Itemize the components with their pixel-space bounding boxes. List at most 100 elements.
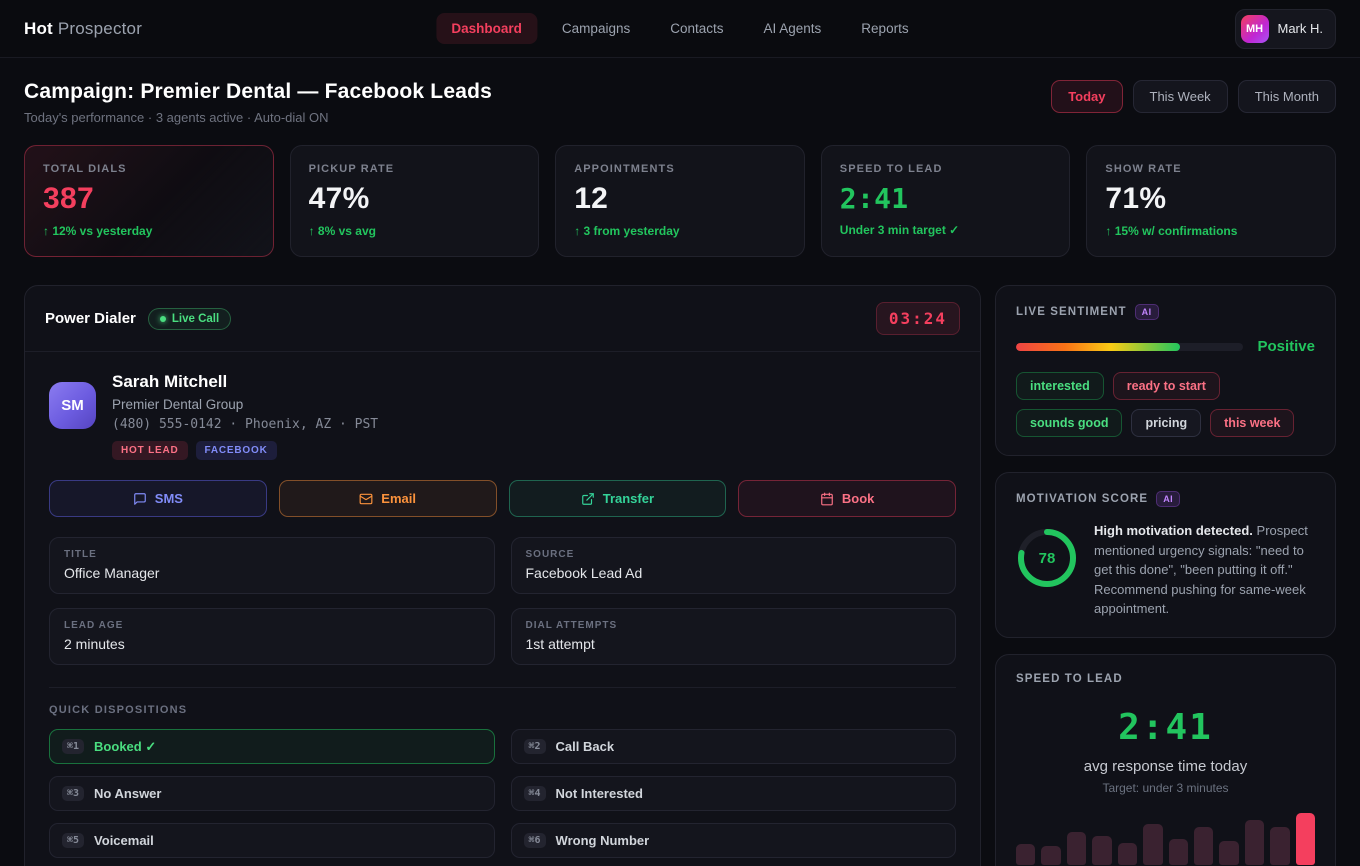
- stat-appointments: APPOINTMENTS 12 ↑ 3 from yesterday: [555, 145, 805, 257]
- sms-button[interactable]: SMS: [49, 480, 267, 517]
- transfer-label: Transfer: [602, 491, 655, 506]
- shortcut-key: ⌘2: [523, 739, 546, 754]
- period-month-button[interactable]: This Month: [1237, 80, 1336, 113]
- speed-bar: [1092, 835, 1112, 865]
- stat-total-dials: TOTAL DIALS 387 ↑ 12% vs yesterday: [24, 145, 274, 257]
- keyword-chip: this week: [1210, 409, 1295, 437]
- disposition-not-interested-button[interactable]: ⌘4 Not Interested: [510, 776, 956, 811]
- quick-dispositions-title: QUICK DISPOSITIONS: [49, 704, 188, 716]
- speed-caption: avg response time today: [1083, 757, 1248, 775]
- field-dial-attempts: DIAL ATTEMPTS 1st attempt: [510, 608, 956, 665]
- speed-bar: [1143, 823, 1163, 865]
- stat-value: 12: [574, 182, 609, 215]
- page-header: Campaign: Premier Dental — Facebook Lead…: [24, 80, 1336, 125]
- contact-company: Premier Dental Group: [112, 397, 244, 412]
- ai-badge: AI: [1134, 304, 1159, 320]
- dialer-header: Power Dialer Live Call 03:24: [25, 286, 980, 352]
- stat-delta: ↑ 8% vs avg: [308, 224, 376, 238]
- shortcut-key: ⌘1: [62, 739, 85, 754]
- stat-speed-to-lead: SPEED TO LEAD 2:41 Under 3 min target ✓: [820, 145, 1071, 257]
- transfer-button[interactable]: Transfer: [508, 480, 727, 517]
- disposition-label: Call Back: [555, 739, 615, 754]
- stat-value: 71%: [1105, 182, 1167, 215]
- disposition-booked-button[interactable]: ⌘1 Booked ✓: [49, 729, 495, 764]
- speed-bar: [1193, 827, 1214, 865]
- shortcut-key: ⌘4: [523, 786, 546, 801]
- quick-dispositions-section: QUICK DISPOSITIONS ⌘1 Booked ✓ ⌘2 Call B…: [49, 687, 956, 858]
- contact-tags: HOT LEAD FACEBOOK: [112, 441, 378, 460]
- stat-label: SPEED TO LEAD: [839, 163, 943, 175]
- motivation-gauge: 78: [1016, 527, 1078, 589]
- motivation-score-title: MOTIVATION SCORE: [1016, 493, 1149, 505]
- speed-bar: [1244, 819, 1265, 865]
- book-button[interactable]: Book: [738, 480, 956, 517]
- stat-delta: Under 3 min target ✓: [839, 223, 960, 237]
- speed-bar: [1041, 846, 1061, 865]
- contact-avatar: SM: [49, 382, 96, 429]
- dialer-title: Power Dialer: [45, 310, 136, 327]
- brand-bold: Hot: [24, 18, 53, 38]
- nav-item-contacts[interactable]: Contacts: [670, 21, 724, 36]
- user-menu[interactable]: MH Mark H.: [1234, 8, 1336, 49]
- nav-item-reports[interactable]: Reports: [861, 21, 909, 36]
- stat-value: 2:41: [839, 182, 909, 215]
- user-name: Mark H.: [1277, 21, 1324, 36]
- stat-value: 387: [43, 182, 94, 215]
- speed-bar: [1270, 826, 1290, 865]
- contact-name: Sarah Mitchell: [112, 372, 228, 391]
- brand-logo[interactable]: Hot Prospector: [24, 19, 142, 39]
- tag-facebook: FACEBOOK: [195, 441, 277, 460]
- ai-badge: AI: [1156, 491, 1181, 507]
- period-today-button[interactable]: Today: [1051, 80, 1123, 113]
- nav-item-ai-agents[interactable]: AI Agents: [763, 21, 822, 36]
- sentiment-meter: [1016, 342, 1244, 351]
- contact-actions: SMS Email Transfer Book: [49, 480, 956, 517]
- disposition-voicemail-button[interactable]: ⌘5 Voicemail: [49, 823, 495, 858]
- disposition-label: Voicemail: [94, 833, 154, 848]
- motivation-ring-progress: [1018, 529, 1076, 587]
- disposition-label: Booked ✓: [94, 738, 157, 754]
- speed-bar: [1066, 832, 1087, 865]
- sentiment-value: Positive: [1257, 338, 1315, 355]
- nav-item-campaigns[interactable]: Campaigns: [561, 21, 631, 36]
- shortcut-key: ⌘5: [62, 833, 85, 848]
- nav-item-dashboard[interactable]: Dashboard: [436, 13, 537, 44]
- speed-bar: [1295, 812, 1316, 865]
- disposition-call-back-button[interactable]: ⌘2 Call Back: [510, 729, 956, 764]
- speed-bar: [1219, 840, 1239, 865]
- period-week-button[interactable]: This Week: [1132, 80, 1228, 113]
- live-dot-icon: [159, 315, 166, 322]
- user-avatar: MH: [1240, 14, 1269, 43]
- stat-delta: ↑ 12% vs yesterday: [43, 224, 153, 238]
- live-call-label: Live Call: [171, 312, 220, 325]
- disposition-wrong-number-button[interactable]: ⌘6 Wrong Number: [510, 823, 956, 858]
- motivation-summary: High motivation detected. Prospect menti…: [1094, 521, 1315, 619]
- live-call-badge: Live Call: [147, 307, 232, 330]
- stat-label: APPOINTMENTS: [574, 163, 675, 175]
- field-label: SOURCE: [525, 549, 575, 560]
- email-button[interactable]: Email: [278, 480, 497, 517]
- field-label: DIAL ATTEMPTS: [525, 620, 618, 631]
- field-value: Facebook Lead Ad: [525, 565, 643, 581]
- shortcut-key: ⌘6: [523, 833, 546, 848]
- shortcut-key: ⌘3: [62, 786, 85, 801]
- speed-bar: [1016, 843, 1036, 865]
- keyword-chip: interested: [1016, 372, 1104, 400]
- book-label: Book: [841, 491, 875, 506]
- speed-to-lead-title: SPEED TO LEAD: [1016, 672, 1123, 685]
- contact-phone: (480) 555-0142 · Phoenix, AZ · PST: [112, 417, 379, 432]
- stat-delta: ↑ 3 from yesterday: [574, 224, 680, 238]
- calendar-icon: [821, 492, 833, 505]
- field-label: TITLE: [64, 549, 97, 560]
- stat-label: TOTAL DIALS: [43, 163, 127, 175]
- transfer-icon: [581, 492, 594, 505]
- disposition-label: Not Interested: [555, 786, 643, 801]
- speed-to-lead-value: 2:41: [1118, 706, 1213, 748]
- disposition-no-answer-button[interactable]: ⌘3 No Answer: [49, 776, 495, 811]
- disposition-grid: ⌘1 Booked ✓ ⌘2 Call Back ⌘3 No Answer: [49, 729, 956, 858]
- brand-light: Prospector: [57, 18, 143, 38]
- chat-bubble-icon: [133, 492, 146, 505]
- power-dialer-panel: Power Dialer Live Call 03:24 SM Sarah Mi…: [24, 285, 981, 866]
- tag-hot-lead: HOT LEAD: [112, 441, 188, 460]
- disposition-label: No Answer: [94, 786, 162, 801]
